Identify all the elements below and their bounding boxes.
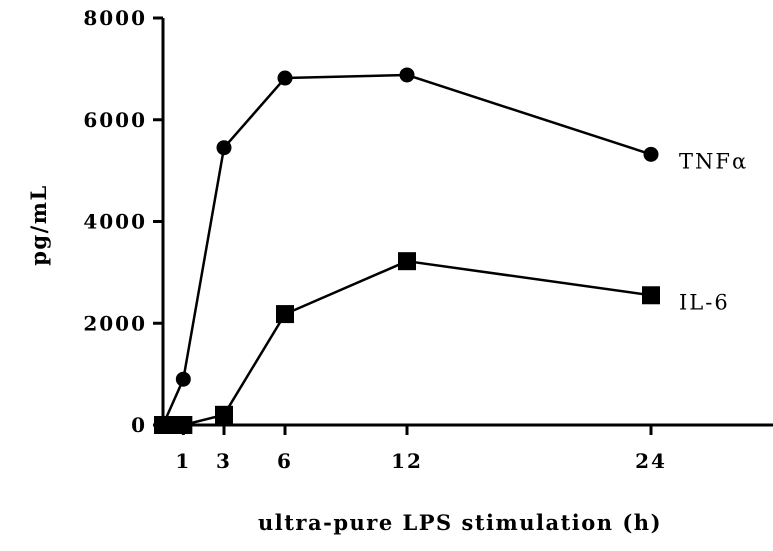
y-tick-label: 2000 xyxy=(83,311,147,335)
data-point-tnf- xyxy=(175,371,191,387)
x-axis-ticks: 1 3 6 12 24 xyxy=(175,425,667,473)
data-point-tnf- xyxy=(277,70,293,86)
y-axis-ticks: 0 2000 4000 6000 8000 xyxy=(83,6,163,437)
y-tick-label: 8000 xyxy=(83,6,147,30)
x-tick-label: 3 xyxy=(216,449,232,473)
x-axis-title: ultra-pure LPS stimulation (h) xyxy=(258,510,662,535)
data-point-tnf- xyxy=(216,140,232,156)
data-point-il-6 xyxy=(276,305,294,324)
series-line-tnf- xyxy=(161,73,652,426)
x-tick-label: 6 xyxy=(277,449,293,473)
series-label-tnf-: TNFα xyxy=(679,149,748,173)
series-tnf- xyxy=(155,67,659,433)
series-label-il-6: IL-6 xyxy=(679,290,730,314)
x-tick-label: 1 xyxy=(175,449,191,473)
series-labels: TNFα IL-6 xyxy=(679,149,748,314)
data-point-tnf- xyxy=(399,67,415,83)
series-layer xyxy=(154,67,660,434)
data-point-il-6 xyxy=(215,405,233,424)
x-tick-label: 24 xyxy=(635,449,667,473)
y-tick-label: 0 xyxy=(131,413,147,437)
series-il-6 xyxy=(154,252,660,434)
series-line-il-6 xyxy=(163,259,652,427)
y-tick-label: 4000 xyxy=(83,210,147,234)
data-point-il-6 xyxy=(398,252,416,271)
x-tick-label: 12 xyxy=(391,449,423,473)
data-point-il-6 xyxy=(642,286,660,305)
y-tick-label: 6000 xyxy=(83,108,147,132)
y-axis-title: pg/mL xyxy=(26,184,51,266)
data-point-il-6 xyxy=(174,416,193,434)
data-point-tnf- xyxy=(643,146,659,162)
